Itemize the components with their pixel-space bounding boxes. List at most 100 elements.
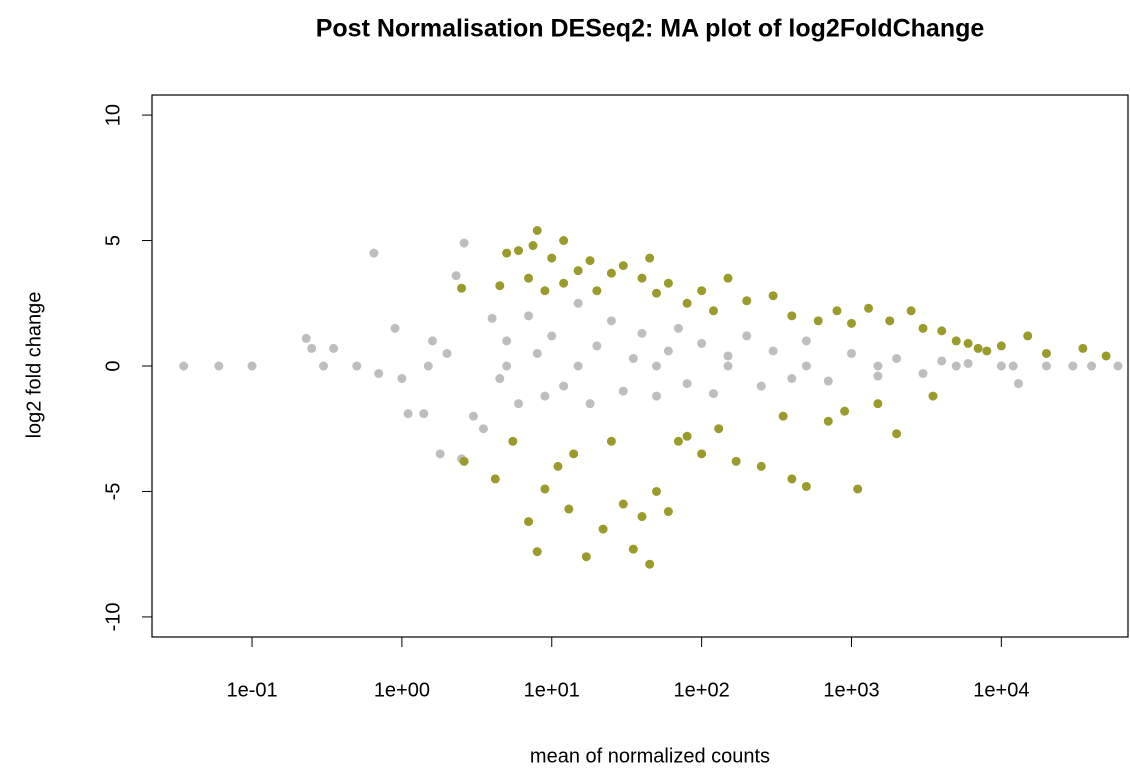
point bbox=[559, 236, 569, 246]
point bbox=[742, 296, 752, 306]
point bbox=[951, 336, 961, 346]
point bbox=[787, 374, 797, 384]
point bbox=[301, 333, 311, 343]
point bbox=[873, 399, 883, 409]
point bbox=[951, 361, 961, 371]
point bbox=[547, 331, 557, 341]
point bbox=[937, 356, 947, 366]
point bbox=[569, 449, 579, 459]
point bbox=[963, 358, 973, 368]
point bbox=[606, 316, 616, 326]
point bbox=[723, 361, 733, 371]
point bbox=[853, 484, 863, 494]
point bbox=[663, 278, 673, 288]
point bbox=[645, 253, 655, 263]
point bbox=[996, 341, 1006, 351]
point bbox=[652, 288, 662, 298]
point bbox=[840, 406, 850, 416]
point bbox=[697, 449, 707, 459]
point bbox=[1087, 361, 1097, 371]
point bbox=[996, 361, 1006, 371]
point bbox=[918, 369, 928, 379]
point bbox=[468, 411, 478, 421]
point bbox=[982, 346, 992, 356]
point bbox=[731, 456, 741, 466]
y-tick-label: -5 bbox=[102, 483, 124, 501]
point bbox=[723, 351, 733, 361]
point bbox=[906, 306, 916, 316]
point bbox=[532, 348, 542, 358]
point bbox=[247, 361, 257, 371]
point bbox=[663, 346, 673, 356]
point bbox=[682, 379, 692, 389]
point bbox=[813, 316, 823, 326]
point bbox=[652, 486, 662, 496]
point bbox=[352, 361, 362, 371]
point bbox=[540, 391, 550, 401]
point bbox=[581, 552, 591, 562]
point bbox=[419, 409, 429, 419]
point bbox=[682, 298, 692, 308]
point bbox=[1041, 348, 1051, 358]
point bbox=[508, 436, 518, 446]
point bbox=[973, 343, 983, 353]
point bbox=[585, 256, 595, 266]
point bbox=[778, 411, 788, 421]
point bbox=[742, 331, 752, 341]
point bbox=[637, 328, 647, 338]
point bbox=[832, 306, 842, 316]
point bbox=[714, 424, 724, 434]
point bbox=[801, 481, 811, 491]
point bbox=[1008, 361, 1018, 371]
point bbox=[628, 353, 638, 363]
point bbox=[559, 278, 569, 288]
point bbox=[628, 544, 638, 554]
point bbox=[787, 311, 797, 321]
x-tick-label: 1e+00 bbox=[374, 679, 430, 701]
point bbox=[573, 361, 583, 371]
point bbox=[502, 248, 512, 258]
point bbox=[864, 303, 874, 313]
point bbox=[495, 281, 505, 291]
point bbox=[892, 429, 902, 439]
point bbox=[1078, 343, 1088, 353]
point bbox=[723, 273, 733, 283]
point bbox=[502, 336, 512, 346]
point bbox=[1068, 361, 1078, 371]
point bbox=[885, 316, 895, 326]
plot-frame bbox=[151, 94, 1129, 638]
point bbox=[873, 371, 883, 381]
x-axis-label: mean of normalized counts bbox=[530, 745, 770, 767]
point bbox=[435, 449, 445, 459]
x-tick-label: 1e-01 bbox=[226, 679, 277, 701]
point bbox=[573, 266, 583, 276]
point bbox=[1101, 351, 1111, 361]
point bbox=[1113, 361, 1123, 371]
point bbox=[403, 409, 413, 419]
point bbox=[606, 436, 616, 446]
point bbox=[652, 361, 662, 371]
point bbox=[573, 298, 583, 308]
y-tick-label: 5 bbox=[102, 235, 124, 246]
point bbox=[592, 341, 602, 351]
point bbox=[307, 343, 317, 353]
point bbox=[598, 524, 608, 534]
point bbox=[928, 391, 938, 401]
point bbox=[369, 248, 379, 258]
y-tick-label: -10 bbox=[102, 602, 124, 631]
point bbox=[524, 311, 534, 321]
point bbox=[697, 338, 707, 348]
point bbox=[427, 336, 437, 346]
point bbox=[787, 474, 797, 484]
point bbox=[801, 336, 811, 346]
point bbox=[319, 361, 329, 371]
point bbox=[487, 313, 497, 323]
point bbox=[697, 286, 707, 296]
point bbox=[547, 253, 557, 263]
point bbox=[478, 424, 488, 434]
point bbox=[708, 306, 718, 316]
point bbox=[756, 381, 766, 391]
x-tick-label: 1e+01 bbox=[524, 679, 580, 701]
point bbox=[559, 381, 569, 391]
